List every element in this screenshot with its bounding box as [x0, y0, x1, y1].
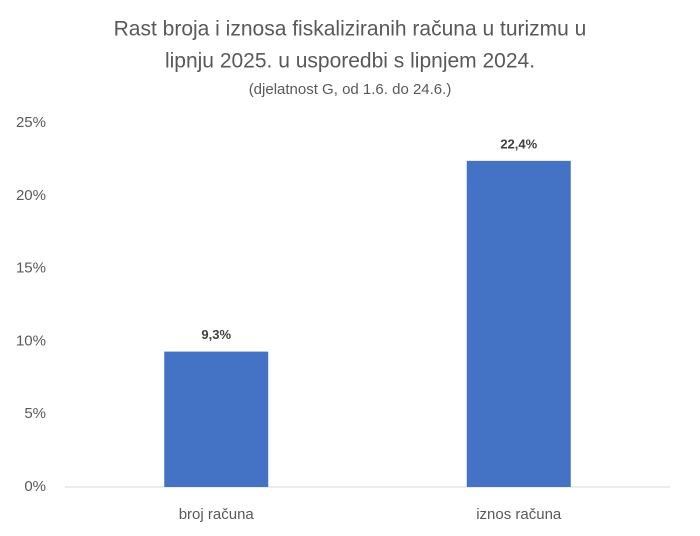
y-tick-label: 0% [24, 478, 46, 495]
chart-title: Rast broja i iznosa fiskaliziranih račun… [114, 18, 587, 41]
x-tick-label: iznos računa [476, 506, 562, 523]
y-tick-label: 15% [16, 260, 46, 277]
y-tick-label: 25% [16, 114, 46, 131]
data-label: 22,4% [500, 136, 537, 151]
y-tick-label: 5% [24, 405, 46, 422]
y-tick-label: 20% [16, 187, 46, 204]
x-tick-label: broj računa [179, 506, 255, 523]
chart-subtitle: (djelatnost G, od 1.6. do 24.6.) [249, 81, 452, 98]
chart-title: lipnju 2025. u usporedbi s lipnjem 2024. [165, 50, 535, 73]
y-tick-label: 10% [16, 332, 46, 349]
bar [164, 351, 269, 487]
bar [466, 160, 571, 487]
data-label: 9,3% [201, 327, 231, 342]
